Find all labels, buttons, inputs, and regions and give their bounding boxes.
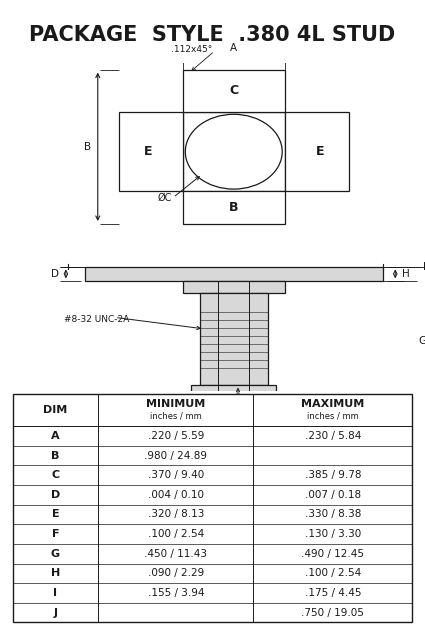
Text: .385 / 9.78: .385 / 9.78 xyxy=(305,470,361,480)
Text: inches / mm: inches / mm xyxy=(150,411,201,420)
Text: C: C xyxy=(229,85,238,98)
Text: .980 / 24.89: .980 / 24.89 xyxy=(144,451,207,461)
Text: E: E xyxy=(230,422,237,432)
Text: B: B xyxy=(84,142,91,152)
Bar xyxy=(200,293,268,385)
Text: .004 / 0.10: .004 / 0.10 xyxy=(148,490,204,500)
Text: #8-32 UNC-2A: #8-32 UNC-2A xyxy=(64,314,129,324)
Text: A: A xyxy=(51,431,60,441)
Text: B: B xyxy=(229,201,238,214)
Text: .370 / 9.40: .370 / 9.40 xyxy=(147,470,204,480)
Text: I: I xyxy=(54,588,57,598)
Text: D: D xyxy=(51,490,60,500)
Text: .090 / 2.29: .090 / 2.29 xyxy=(147,569,204,579)
Text: .450 / 11.43: .450 / 11.43 xyxy=(144,549,207,558)
Text: .320 / 8.13: .320 / 8.13 xyxy=(147,509,204,519)
Text: I: I xyxy=(423,261,425,271)
Text: E: E xyxy=(315,145,324,158)
Text: C: C xyxy=(51,470,60,480)
Text: DIM: DIM xyxy=(43,405,68,415)
Text: H: H xyxy=(402,269,409,279)
Text: .100 / 2.54: .100 / 2.54 xyxy=(305,569,361,579)
Text: .330 / 8.38: .330 / 8.38 xyxy=(305,509,361,519)
Text: .130 / 3.30: .130 / 3.30 xyxy=(305,529,361,539)
Text: F: F xyxy=(52,529,59,539)
Text: G: G xyxy=(51,549,60,558)
Text: .175 / 4.45: .175 / 4.45 xyxy=(305,588,361,598)
Text: .007 / 0.18: .007 / 0.18 xyxy=(305,490,361,500)
Text: MAXIMUM: MAXIMUM xyxy=(301,399,365,409)
Text: .220 / 5.59: .220 / 5.59 xyxy=(147,431,204,441)
Text: E: E xyxy=(51,509,59,519)
Bar xyxy=(191,385,276,401)
Text: J: J xyxy=(54,608,57,618)
Text: .155 / 3.94: .155 / 3.94 xyxy=(147,588,204,598)
Text: .750 / 19.05: .750 / 19.05 xyxy=(301,608,364,618)
Text: A: A xyxy=(230,43,237,52)
Bar xyxy=(183,69,285,112)
Bar xyxy=(183,112,285,191)
Text: H: H xyxy=(51,569,60,579)
Text: .100 / 2.54: .100 / 2.54 xyxy=(147,529,204,539)
Bar xyxy=(183,281,285,293)
Text: G: G xyxy=(419,336,425,346)
Bar xyxy=(85,266,382,281)
Text: .230 / 5.84: .230 / 5.84 xyxy=(305,431,361,441)
Text: MINIMUM: MINIMUM xyxy=(146,399,205,409)
Text: .112x45°: .112x45° xyxy=(171,45,212,54)
Text: ØC: ØC xyxy=(158,192,172,203)
Text: .490 / 12.45: .490 / 12.45 xyxy=(301,549,364,558)
Text: D: D xyxy=(51,269,59,279)
Bar xyxy=(285,112,348,191)
Bar xyxy=(119,112,183,191)
Text: inches / mm: inches / mm xyxy=(307,411,359,420)
Bar xyxy=(183,191,285,224)
Text: E: E xyxy=(143,145,152,158)
Text: F: F xyxy=(235,410,241,419)
Ellipse shape xyxy=(185,114,282,189)
Text: PACKAGE  STYLE  .380 4L STUD: PACKAGE STYLE .380 4L STUD xyxy=(29,25,396,45)
Text: B: B xyxy=(51,451,60,461)
